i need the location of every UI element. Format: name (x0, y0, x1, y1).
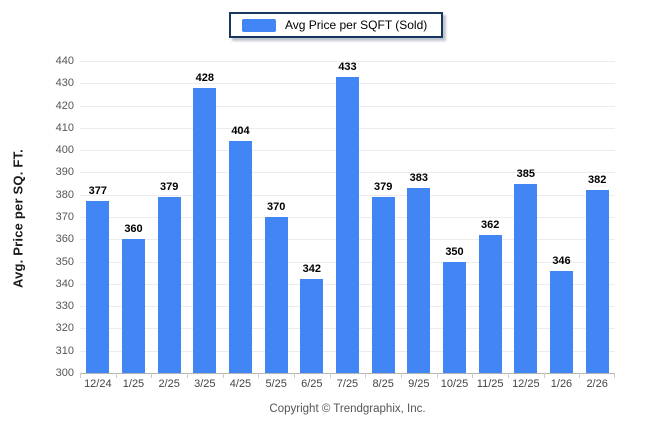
legend: Avg Price per SQFT (Sold) (229, 12, 444, 38)
bar-4/25[interactable] (229, 141, 252, 373)
bar-value-label: 383 (409, 172, 428, 185)
x-tick-label: 10/25 (440, 378, 469, 390)
x-axis-tick (329, 373, 331, 378)
y-tick-label: 380 (55, 188, 74, 201)
bar-value-label: 360 (124, 223, 143, 236)
x-axis-tick (579, 373, 581, 378)
y-tick-label: 310 (55, 344, 74, 357)
x-axis-tick (401, 373, 402, 378)
x-axis-tick (614, 373, 615, 378)
x-tick-label: 1/26 (550, 378, 573, 390)
bar-value-label: 350 (445, 245, 464, 258)
bar-3/25[interactable] (193, 87, 217, 373)
y-tick-label: 430 (55, 77, 74, 90)
bar-8/25[interactable] (371, 196, 395, 373)
legend-swatch-icon (242, 18, 276, 32)
bar-2/25[interactable] (157, 196, 181, 373)
y-tick-label: 390 (55, 166, 74, 179)
bar-value-label: 428 (195, 71, 214, 84)
bar-10/25[interactable] (443, 261, 466, 373)
x-axis-tick (258, 373, 260, 378)
y-tick-label: 370 (55, 211, 74, 223)
bar-value-label: 379 (373, 180, 393, 193)
x-tick-label: 7/25 (336, 378, 359, 390)
x-tick-label: 2/25 (158, 378, 180, 390)
bar-value-label: 377 (88, 185, 108, 198)
y-tick-label: 400 (55, 144, 74, 157)
bar-value-label: 379 (159, 180, 179, 193)
x-axis-tick (436, 373, 438, 378)
x-axis-tick (187, 373, 188, 378)
bar-12/24[interactable] (86, 201, 110, 373)
bar-value-label: 385 (516, 167, 535, 180)
copyright-text: Copyright © Trendgraphix, Inc. (269, 403, 426, 415)
x-tick-label: 9/25 (408, 378, 430, 390)
bar-value-label: 362 (480, 218, 500, 231)
y-tick-label: 330 (55, 300, 74, 313)
bar-value-label: 433 (338, 60, 357, 73)
x-tick-label: 3/25 (194, 378, 216, 390)
x-tick-label: 4/25 (229, 378, 252, 390)
x-tick-label: 1/25 (122, 378, 145, 390)
gridline (80, 61, 615, 62)
x-axis-tick (472, 373, 474, 378)
bar-9/25[interactable] (407, 188, 431, 373)
bar-11/25[interactable] (478, 234, 502, 373)
x-axis-tick (80, 373, 81, 378)
y-tick-label: 420 (55, 99, 74, 112)
bar-value-label: 346 (552, 254, 571, 267)
x-axis-tick (508, 373, 509, 378)
y-tick-label: 410 (55, 121, 74, 134)
bar-value-label: 370 (266, 201, 286, 213)
y-tick-label: 440 (55, 55, 74, 67)
bar-value-label: 382 (587, 174, 607, 187)
y-tick-label: 300 (55, 367, 74, 379)
y-tick-label: 350 (55, 255, 74, 268)
x-axis-tick (151, 373, 153, 378)
bar-6/25[interactable] (300, 279, 324, 373)
y-tick-label: 340 (55, 277, 74, 290)
plot-area: 377 360 379 428 404 370 342 433 379 383 350 362 385 3… (80, 60, 615, 378)
x-axis-tick (115, 373, 117, 378)
x-axis-tick (294, 373, 295, 378)
x-tick-label: 8/25 (372, 378, 394, 390)
x-axis-tick (365, 373, 367, 378)
x-axis-tick (222, 373, 224, 378)
y-tick-label: 320 (55, 322, 74, 335)
bar-12/25[interactable] (514, 183, 538, 373)
bar-value-label: 342 (302, 263, 321, 276)
x-tick-label: 5/25 (265, 378, 287, 390)
bar-2/26[interactable] (585, 190, 609, 373)
bar-1/26[interactable] (550, 270, 573, 373)
x-tick-label: 6/25 (301, 378, 323, 390)
bar-5/25[interactable] (264, 217, 288, 373)
x-tick-label: 2/26 (586, 378, 608, 390)
y-tick-label: 360 (55, 233, 74, 246)
x-axis-tick (543, 373, 545, 378)
bar-1/25[interactable] (122, 239, 145, 373)
bar-value-label: 404 (231, 125, 250, 138)
bar-7/25[interactable] (336, 76, 359, 373)
x-tick-label: 12/24 (84, 378, 112, 390)
legend-label: Avg Price per SQFT (Sold) (285, 18, 428, 32)
x-tick-label: 12/25 (512, 378, 540, 390)
x-tick-label: 11/25 (476, 378, 504, 390)
y-axis-title: Avg. Price per SQ. FT. (10, 149, 26, 289)
